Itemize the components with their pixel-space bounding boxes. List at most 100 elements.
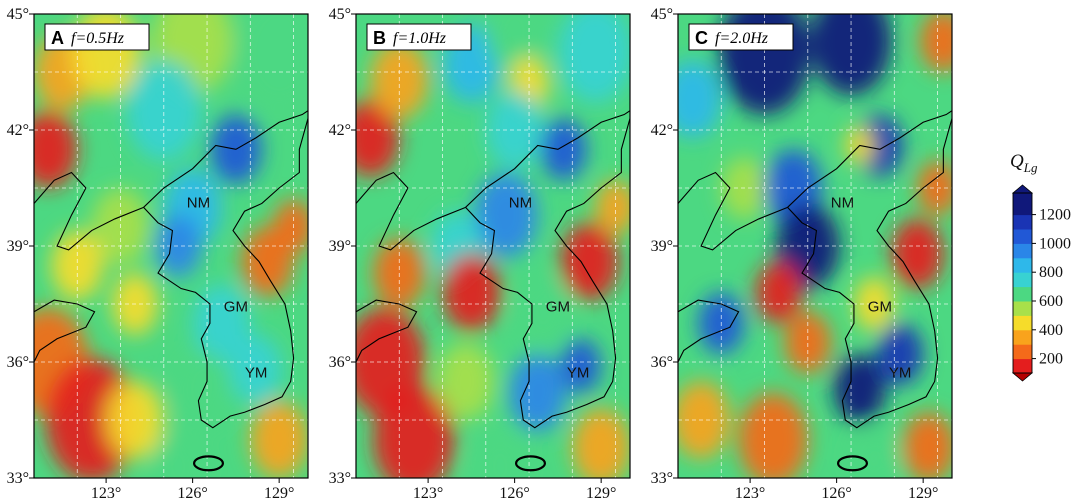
q-anomaly-blob — [517, 276, 570, 347]
q-anomaly-blob — [784, 311, 831, 374]
panel-letter: C — [695, 28, 708, 48]
y-tick-label: 36° — [651, 354, 673, 371]
jeju-island-outline — [192, 455, 225, 472]
colorbar-band — [1013, 272, 1032, 288]
q-anomaly-blob — [373, 385, 455, 478]
panel-label-box — [366, 23, 472, 51]
jeju-island-outline — [514, 455, 547, 472]
gridlines — [34, 14, 308, 478]
q-anomaly-blob — [474, 431, 527, 478]
colorbar-band — [1013, 286, 1032, 302]
colorbar-tick-label: 400 — [1039, 322, 1063, 339]
q-anomaly-blob — [560, 338, 602, 393]
colorbar-tick-label: 800 — [1039, 264, 1063, 281]
q-anomaly-blob — [172, 350, 231, 428]
q-anomaly-blob — [442, 253, 501, 332]
x-tick-label: 123° — [413, 485, 443, 502]
q-anomaly-blob — [540, 118, 587, 181]
region-label-nm: NM — [831, 194, 854, 211]
colorbar-tick-label: 1000 — [1039, 235, 1071, 252]
panel-label-box — [688, 23, 794, 51]
coastline — [356, 171, 466, 251]
coastlines — [356, 110, 630, 472]
map-panel-a: 123° 126° 129° 33° 36° 39° 42° 45° NM GM YM A f=0.5H… — [7, 6, 309, 502]
panel-frequency: f=1.0Hz — [393, 30, 447, 47]
region-label-ym: YM — [567, 364, 590, 381]
colorbar-band — [1013, 301, 1032, 316]
colorbar-band — [1013, 257, 1032, 273]
q-anomaly-blob — [230, 334, 283, 405]
y-tick-label: 36° — [7, 354, 29, 371]
q-anomaly-blob — [738, 392, 808, 478]
colorbar-band — [1013, 214, 1032, 230]
colorbar-band — [1013, 193, 1032, 216]
q-anomaly-blob — [678, 60, 722, 138]
q-anomaly-blob — [273, 199, 308, 254]
x-tick-label: 129° — [586, 485, 616, 502]
coastlines — [678, 110, 952, 472]
y-tick-label: 33° — [329, 470, 351, 487]
y-tick-label: 39° — [329, 238, 351, 255]
y-tick-label: 45° — [7, 6, 29, 23]
y-tick-label: 33° — [7, 470, 29, 487]
field-blobs — [356, 14, 630, 478]
x-tick-label: 126° — [821, 485, 851, 502]
q-field — [356, 14, 630, 478]
coastline — [678, 171, 788, 251]
colorbar-band — [1013, 243, 1032, 259]
y-tick-label: 42° — [329, 122, 351, 139]
gridlines — [678, 14, 952, 478]
q-anomaly-blob — [917, 160, 952, 216]
x-tick-label: 126° — [177, 485, 207, 502]
y-tick-label: 45° — [651, 6, 673, 23]
panel-frequency: f=2.0Hz — [715, 30, 769, 47]
panel-letter: B — [373, 28, 386, 48]
y-tick-label: 36° — [329, 354, 351, 371]
q-anomaly-blob — [755, 261, 803, 324]
y-tick-label: 33° — [651, 470, 673, 487]
q-anomaly-blob — [508, 354, 567, 432]
q-field — [34, 14, 308, 478]
coastline — [34, 171, 144, 251]
colorbar-band — [1013, 229, 1032, 244]
jeju-island-outline — [836, 455, 869, 472]
q-anomaly-blob — [474, 172, 538, 258]
colorbar-frame — [1012, 192, 1033, 374]
panel-letter: A — [51, 28, 64, 48]
q-anomaly-blob — [572, 408, 630, 478]
q-anomaly-blob — [678, 381, 730, 459]
colorbar-band — [1013, 358, 1032, 374]
x-tick-label: 129° — [908, 485, 938, 502]
q-anomaly-blob — [436, 342, 495, 421]
colorbar-min-arrow — [1011, 372, 1034, 382]
x-tick-label: 126° — [499, 485, 529, 502]
map-panel-b: 123° 126° 129° 33° 36° 39° 42° 45° NM GM YM B f=1.0H… — [329, 6, 631, 502]
coastline — [356, 299, 418, 363]
colorbar-title-sub: Lg — [1023, 160, 1038, 175]
map-panel-c: 123° 126° 129° 33° 36° 39° 42° 45° NM GM YM C f=2.0H… — [651, 6, 953, 502]
region-label-gm: GM — [224, 299, 248, 316]
q-anomaly-blob — [45, 358, 138, 478]
q-anomaly-blob — [152, 431, 205, 478]
colorbar-max-arrow — [1011, 184, 1034, 194]
q-anomaly-blob — [595, 180, 630, 235]
region-label-gm: GM — [868, 299, 892, 316]
colorbar-tick-label: 200 — [1039, 351, 1063, 368]
colorbar-title-main: Q — [1010, 151, 1024, 172]
q-anomaly-blob — [235, 14, 308, 111]
colorbar-tick-label: 600 — [1039, 293, 1063, 310]
q-anomaly-blob — [920, 14, 952, 72]
panel-label-box — [44, 23, 150, 51]
x-tick-label: 123° — [735, 485, 765, 502]
q-anomaly-blob — [891, 218, 944, 289]
gridlines — [356, 14, 630, 478]
coastline — [678, 299, 740, 363]
q-anomaly-blob — [877, 323, 924, 386]
y-tick-label: 39° — [7, 238, 29, 255]
region-label-ym: YM — [889, 364, 912, 381]
colorbar-band — [1013, 344, 1032, 360]
region-label-nm: NM — [187, 194, 210, 211]
q-anomaly-blob — [810, 14, 892, 96]
y-tick-label: 45° — [329, 6, 351, 23]
